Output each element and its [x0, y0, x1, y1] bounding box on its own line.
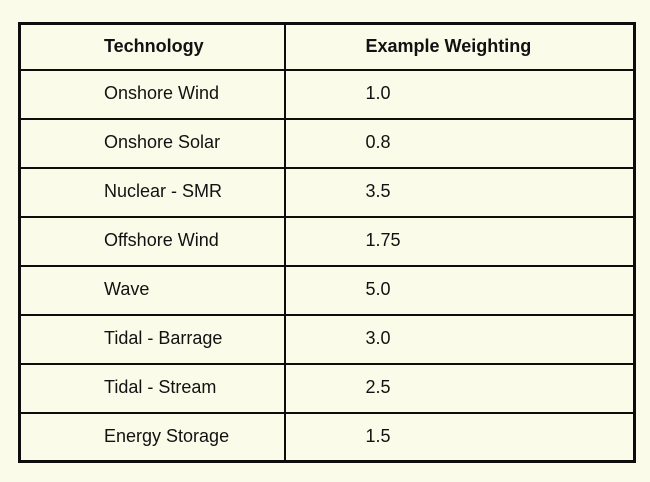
- table-row: Offshore Wind 1.75: [18, 215, 636, 267]
- header-row: Technology Example Weighting: [18, 22, 636, 71]
- table-row: Nuclear - SMR 3.5: [18, 166, 636, 218]
- table-row: Tidal - Stream 2.5: [18, 362, 636, 414]
- weighting-cell: 3.0: [283, 313, 636, 365]
- table-row: Wave 5.0: [18, 264, 636, 316]
- table-row: Onshore Solar 0.8: [18, 117, 636, 169]
- technology-cell: Tidal - Stream: [18, 362, 286, 414]
- technology-cell: Offshore Wind: [18, 215, 286, 267]
- technology-cell: Onshore Solar: [18, 117, 286, 169]
- technology-cell: Tidal - Barrage: [18, 313, 286, 365]
- weighting-cell: 3.5: [283, 166, 636, 218]
- technology-weighting-table: Technology Example Weighting Onshore Win…: [18, 22, 636, 463]
- weighting-cell: 5.0: [283, 264, 636, 316]
- table-row: Onshore Wind 1.0: [18, 68, 636, 120]
- column-header-technology: Technology: [18, 22, 286, 71]
- weighting-cell: 1.5: [283, 411, 636, 463]
- weighting-cell: 1.0: [283, 68, 636, 120]
- weighting-cell: 0.8: [283, 117, 636, 169]
- technology-cell: Onshore Wind: [18, 68, 286, 120]
- weighting-table-container: Technology Example Weighting Onshore Win…: [18, 22, 636, 463]
- table-body: Onshore Wind 1.0 Onshore Solar 0.8 Nuclear -…: [18, 68, 636, 463]
- table-row: Tidal - Barrage 3.0: [18, 313, 636, 365]
- column-header-example-weighting: Example Weighting: [283, 22, 636, 71]
- table-header: Technology Example Weighting: [18, 22, 636, 71]
- technology-cell: Nuclear - SMR: [18, 166, 286, 218]
- weighting-cell: 2.5: [283, 362, 636, 414]
- technology-cell: Wave: [18, 264, 286, 316]
- table-row: Energy Storage 1.5: [18, 411, 636, 463]
- technology-cell: Energy Storage: [18, 411, 286, 463]
- weighting-cell: 1.75: [283, 215, 636, 267]
